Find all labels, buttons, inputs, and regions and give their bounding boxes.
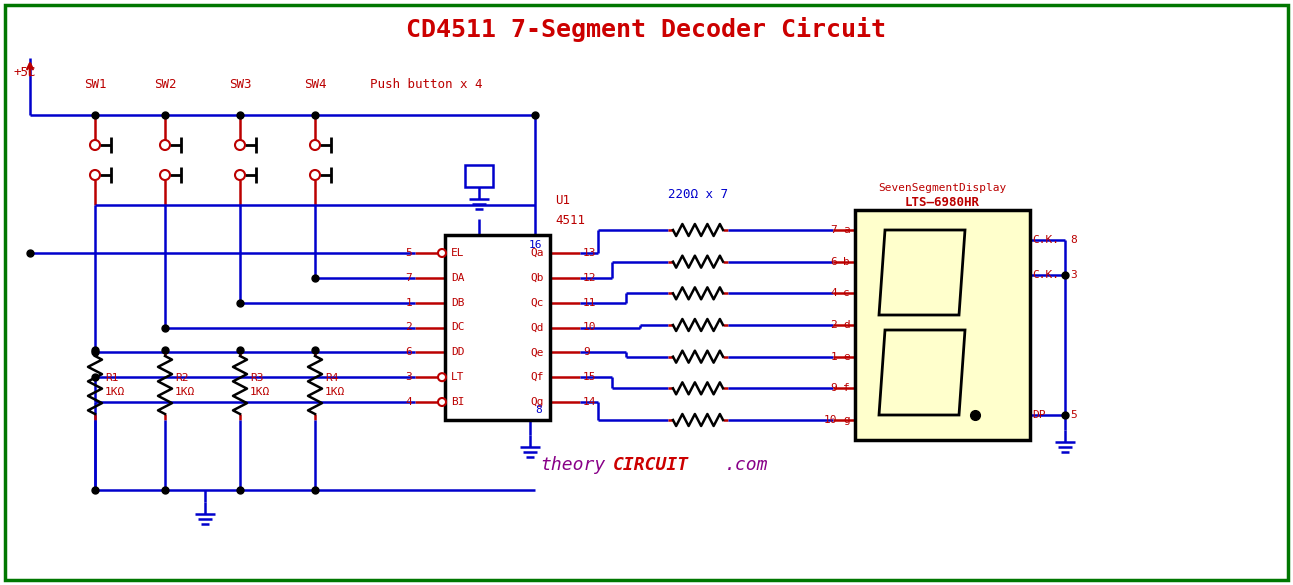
- Text: 14: 14: [583, 397, 596, 407]
- Text: 4: 4: [405, 397, 412, 407]
- Text: 4: 4: [830, 288, 837, 298]
- Text: CD4511 7-Segment Decoder Circuit: CD4511 7-Segment Decoder Circuit: [406, 18, 886, 43]
- Text: b: b: [843, 257, 850, 267]
- Text: 7: 7: [830, 225, 837, 235]
- Circle shape: [438, 373, 446, 381]
- Text: 3: 3: [1071, 270, 1077, 280]
- Circle shape: [91, 170, 100, 180]
- Text: 6: 6: [405, 347, 412, 357]
- Text: 10: 10: [824, 415, 837, 425]
- Text: CIRCUIT: CIRCUIT: [613, 456, 689, 474]
- Text: 10: 10: [583, 322, 596, 332]
- Bar: [465, 165, 493, 187]
- Text: Push button x 4: Push button x 4: [370, 78, 482, 91]
- Text: 7: 7: [405, 273, 412, 283]
- Circle shape: [160, 170, 169, 180]
- Text: LTS–6980HR: LTS–6980HR: [905, 195, 980, 208]
- Text: 8: 8: [535, 405, 542, 415]
- Circle shape: [235, 140, 244, 150]
- Text: 15: 15: [583, 372, 596, 382]
- Text: 3: 3: [405, 372, 412, 382]
- Text: Qe: Qe: [530, 347, 544, 357]
- Text: Qb: Qb: [530, 273, 544, 283]
- Text: g: g: [843, 415, 850, 425]
- Text: e: e: [843, 352, 850, 362]
- Text: 13: 13: [583, 248, 596, 258]
- Text: 9: 9: [830, 383, 837, 393]
- Text: DP: DP: [1032, 410, 1046, 420]
- Text: DD: DD: [451, 347, 464, 357]
- Text: 16: 16: [529, 240, 542, 250]
- Text: 2: 2: [830, 320, 837, 330]
- Text: C.K.: C.K.: [1032, 270, 1059, 280]
- Text: Qd: Qd: [530, 322, 544, 332]
- Circle shape: [438, 249, 446, 257]
- Text: Qc: Qc: [530, 298, 544, 308]
- Text: 1: 1: [405, 298, 412, 308]
- Text: SW2: SW2: [154, 78, 176, 91]
- Text: SevenSegmentDisplay: SevenSegmentDisplay: [878, 183, 1007, 193]
- Text: SW4: SW4: [304, 78, 326, 91]
- Text: .com: .com: [725, 456, 768, 474]
- Text: 1: 1: [830, 352, 837, 362]
- Text: theory: theory: [540, 456, 605, 474]
- Text: R2
1KΩ: R2 1KΩ: [175, 373, 195, 397]
- Text: 12: 12: [583, 273, 596, 283]
- Circle shape: [235, 170, 244, 180]
- Text: R1
1KΩ: R1 1KΩ: [105, 373, 125, 397]
- Text: 6: 6: [830, 257, 837, 267]
- Text: 2: 2: [405, 322, 412, 332]
- Text: DB: DB: [451, 298, 464, 308]
- Text: SW3: SW3: [229, 78, 251, 91]
- Text: 4511: 4511: [555, 214, 584, 226]
- Text: +5C: +5C: [14, 67, 36, 80]
- Text: 9: 9: [583, 347, 590, 357]
- Text: DA: DA: [451, 273, 464, 283]
- Circle shape: [438, 398, 446, 406]
- Text: 8: 8: [1071, 235, 1077, 245]
- Text: LT: LT: [451, 372, 464, 382]
- Text: c: c: [843, 288, 850, 298]
- Text: U1: U1: [555, 194, 570, 207]
- Text: 220Ω x 7: 220Ω x 7: [668, 188, 728, 201]
- Text: R3
1KΩ: R3 1KΩ: [250, 373, 270, 397]
- Text: 11: 11: [583, 298, 596, 308]
- Text: R4
1KΩ: R4 1KΩ: [325, 373, 345, 397]
- Circle shape: [91, 140, 100, 150]
- Bar: [445, 235, 550, 420]
- Text: C.K.: C.K.: [1032, 235, 1059, 245]
- Text: 5: 5: [405, 248, 412, 258]
- Text: DC: DC: [451, 322, 464, 332]
- Text: Qf: Qf: [530, 372, 544, 382]
- Text: f: f: [843, 383, 850, 393]
- Text: a: a: [843, 225, 850, 235]
- Text: d: d: [843, 320, 850, 330]
- Circle shape: [310, 170, 319, 180]
- Text: Qa: Qa: [530, 248, 544, 258]
- Circle shape: [160, 140, 169, 150]
- Text: EL: EL: [451, 248, 464, 258]
- Text: 5: 5: [1071, 410, 1077, 420]
- Circle shape: [310, 140, 319, 150]
- Bar: [855, 210, 1031, 440]
- Text: BI: BI: [451, 397, 464, 407]
- Text: Qg: Qg: [530, 397, 544, 407]
- Text: SW1: SW1: [84, 78, 106, 91]
